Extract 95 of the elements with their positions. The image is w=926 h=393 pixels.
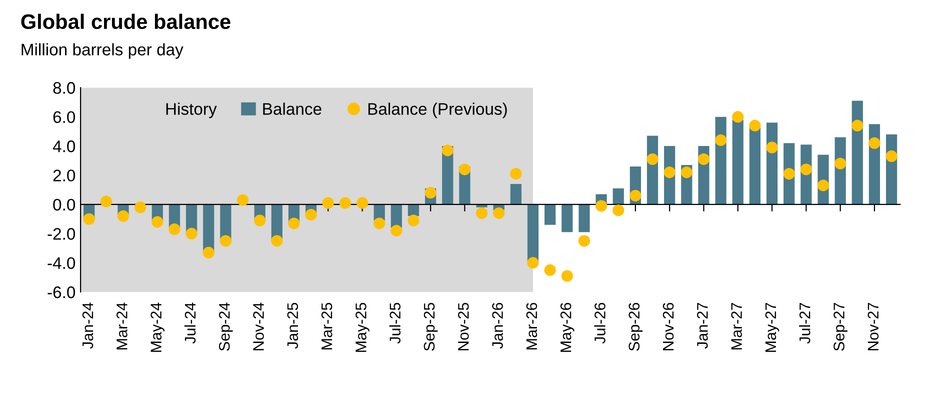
point — [595, 200, 608, 212]
x-tick-label: Nov-25 — [458, 302, 469, 350]
point — [766, 142, 778, 154]
band-label: History — [166, 102, 217, 118]
point — [630, 190, 642, 202]
x-tick-label: Jan-27 — [697, 302, 708, 349]
point — [288, 218, 300, 230]
point — [783, 168, 795, 180]
y-tick-label: -6.0 — [48, 286, 76, 298]
x-tick-label: Jul-26 — [594, 302, 606, 344]
point — [186, 228, 198, 240]
chart-title: Global crude balance — [21, 14, 230, 30]
point — [749, 120, 761, 132]
point — [714, 134, 727, 146]
point — [322, 197, 334, 209]
y-tick-label: -4.0 — [48, 257, 76, 270]
x-tick-label: Nov-24 — [253, 302, 264, 350]
x-tick-label: Jan-26 — [492, 302, 503, 349]
point — [493, 207, 505, 219]
chart-subtitle: Million barrels per day — [22, 43, 184, 59]
point — [527, 256, 539, 269]
bar — [510, 184, 522, 204]
y-tick-label: -2.0 — [48, 228, 76, 240]
legend-label: Balance (Previous) — [368, 102, 507, 118]
point — [476, 207, 488, 219]
point — [236, 194, 249, 206]
point — [305, 208, 317, 220]
x-tick-label: May-24 — [150, 302, 165, 352]
point — [544, 264, 556, 276]
point — [424, 186, 436, 199]
point — [817, 180, 830, 192]
x-tick-label: Jan-24 — [82, 302, 94, 349]
bar — [852, 100, 863, 204]
point — [220, 235, 232, 247]
point — [510, 168, 522, 180]
bar — [562, 204, 573, 232]
point — [374, 218, 386, 230]
point — [100, 196, 112, 208]
point — [390, 224, 402, 236]
point — [458, 164, 471, 176]
point — [868, 137, 880, 149]
point — [886, 150, 898, 162]
x-tick-label: Jul-24 — [184, 302, 196, 344]
point — [202, 246, 214, 258]
point — [680, 166, 692, 178]
point — [698, 153, 710, 165]
bar — [544, 204, 556, 225]
x-tick-label: Sep-24 — [218, 302, 233, 351]
point — [852, 120, 864, 132]
point — [254, 214, 266, 226]
x-tick-label: Mar-27 — [731, 302, 742, 350]
x-tick-label: Mar-26 — [526, 302, 538, 350]
point — [612, 204, 624, 216]
bar — [527, 204, 539, 262]
y-tick-label: 8.0 — [53, 82, 76, 94]
x-tick-label: Sep-27 — [834, 302, 848, 351]
x-tick-label: Jan-25 — [287, 302, 298, 349]
x-tick-label: Nov-26 — [662, 302, 674, 350]
point — [578, 235, 590, 247]
x-tick-label: Mar-24 — [116, 302, 128, 350]
point — [442, 144, 454, 156]
point — [117, 210, 130, 222]
y-tick-label: 4.0 — [52, 140, 76, 152]
point — [152, 216, 164, 228]
point — [834, 158, 846, 170]
x-tick-label: Sep-26 — [628, 302, 643, 351]
y-tick-label: 2.0 — [53, 170, 76, 182]
point — [271, 235, 283, 247]
y-tick-label: 0.0 — [53, 198, 76, 211]
point — [664, 166, 676, 178]
x-tick-label: Sep-25 — [424, 302, 438, 351]
x-tick-label: Mar-25 — [321, 302, 332, 350]
x-tick-label: Jul-25 — [389, 302, 401, 344]
point — [356, 197, 368, 209]
point — [168, 223, 180, 236]
point — [561, 270, 573, 282]
point — [83, 213, 95, 225]
legend-label: Balance — [263, 102, 322, 115]
point — [408, 214, 420, 226]
x-tick-label: May-25 — [356, 302, 370, 352]
x-tick-label: Jul-27 — [799, 302, 810, 344]
point — [732, 111, 744, 123]
point — [646, 153, 658, 165]
x-tick-label: May-26 — [560, 302, 574, 352]
x-tick-label: Nov-27 — [868, 302, 879, 350]
bar — [749, 127, 760, 204]
point — [134, 202, 146, 214]
point — [339, 197, 352, 209]
bar — [732, 120, 744, 204]
bar — [390, 204, 402, 228]
point — [800, 164, 812, 176]
bar — [612, 188, 624, 204]
bar — [578, 204, 590, 232]
x-tick-label: May-27 — [765, 302, 780, 352]
y-tick-label: 6.0 — [53, 111, 76, 124]
